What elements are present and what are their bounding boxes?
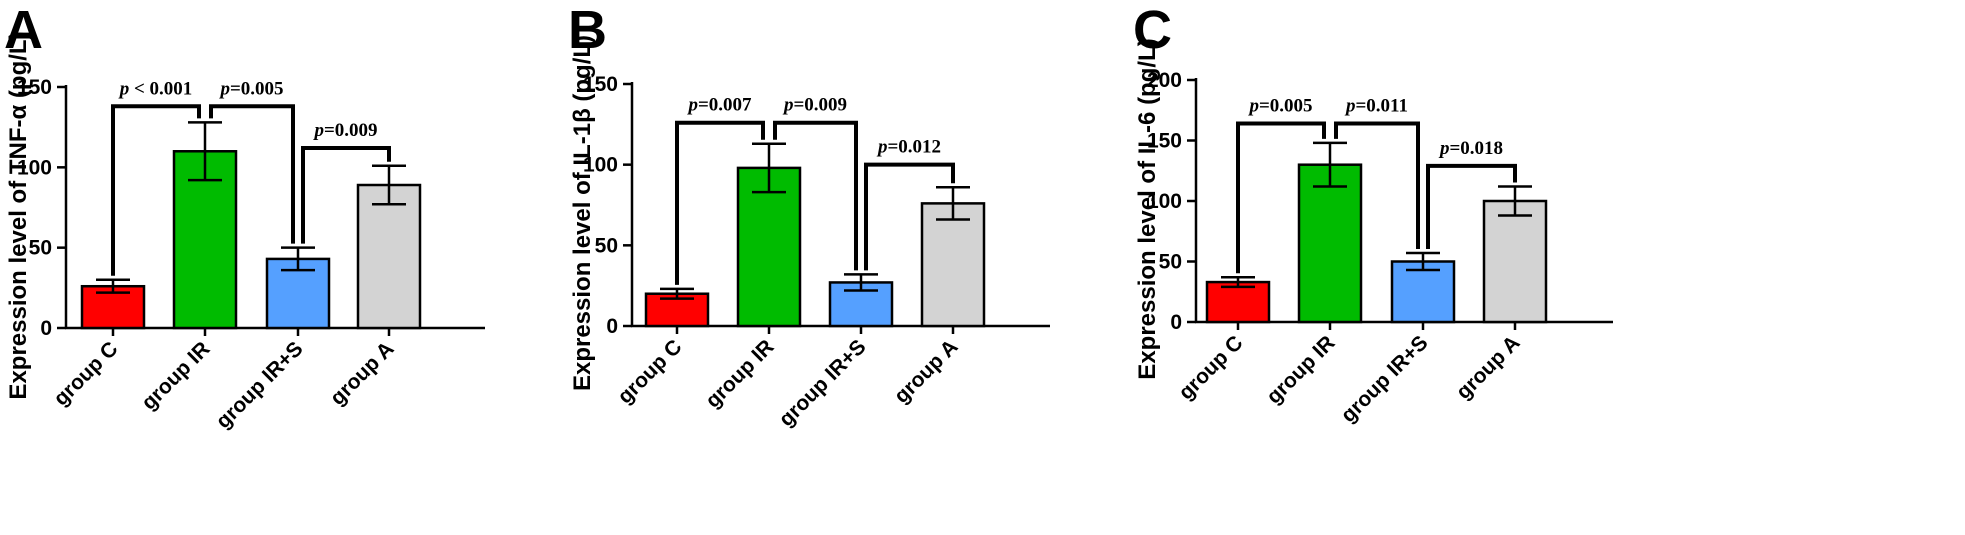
significance-bracket: p=0.011: [1334, 96, 1420, 250]
category-label: group IR+S: [775, 335, 871, 431]
significance-bracket: p=0.018: [1426, 138, 1517, 250]
p-value-label: p=0.011: [1344, 96, 1408, 117]
y-tick-label: 100: [1147, 190, 1182, 213]
y-tick-label: 200: [1147, 69, 1182, 92]
p-value-label: p=0.009: [782, 95, 847, 116]
y-axis-title: Expression level of IL-6 (pg/L): [1134, 38, 1161, 379]
category-label: group IR: [137, 337, 214, 414]
error-bar: [1313, 141, 1347, 188]
error-bar: [1221, 275, 1255, 289]
significance-bracket: p=0.007: [675, 95, 765, 285]
category-label: group A: [326, 337, 399, 410]
significance-bracket: p=0.005: [1236, 96, 1326, 274]
p-value-label: p=0.012: [876, 137, 941, 158]
y-tick-label: 150: [1147, 130, 1182, 153]
y-axis-title: Expression level of TNF-α (pg/L): [5, 31, 32, 399]
bar-group-a: [356, 183, 422, 330]
error-bar: [660, 287, 694, 300]
y-tick-label: 150: [583, 73, 618, 96]
category-label: group IR+S: [1337, 331, 1433, 427]
error-bar: [1498, 185, 1532, 217]
significance-bracket: p=0.009: [773, 95, 858, 271]
bar-group-a: [920, 202, 986, 328]
panel-letter: A: [4, 0, 43, 60]
significance-bracket: p=0.005: [209, 78, 295, 244]
p-value-label: p < 0.001: [118, 78, 193, 99]
y-tick-label: 50: [595, 234, 618, 257]
bar-group-ir: [1297, 163, 1363, 324]
category-label: group IR: [701, 335, 778, 412]
error-bar: [936, 186, 970, 221]
y-tick-label: 50: [1159, 251, 1182, 274]
p-value-label: p=0.018: [1438, 138, 1503, 159]
significance-bracket: p=0.009: [301, 120, 391, 244]
significance-bracket: p < 0.001: [111, 78, 201, 276]
p-value-label: p=0.005: [1247, 96, 1312, 117]
error-bar: [372, 164, 406, 206]
error-bar: [281, 246, 315, 272]
y-tick-label: 100: [583, 154, 618, 177]
y-tick-label: 100: [17, 156, 52, 179]
y-tick-label: 50: [29, 237, 52, 260]
y-tick-label: 0: [40, 317, 52, 340]
category-label: group A: [890, 335, 963, 408]
bar-group-a: [1482, 199, 1548, 324]
y-tick-label: 150: [17, 76, 52, 99]
panel-letter: C: [1133, 0, 1172, 60]
error-bar: [844, 273, 878, 292]
error-bar: [96, 278, 130, 294]
y-axis-title: Expression level of IL-1β (pg/L): [569, 35, 596, 391]
category-label: group C: [49, 337, 122, 410]
category-label: group IR+S: [212, 337, 308, 433]
p-value-label: p=0.007: [686, 95, 752, 116]
category-label: group C: [613, 335, 686, 408]
error-bar: [752, 142, 786, 194]
y-tick-label: 0: [606, 315, 618, 338]
category-label: group IR: [1262, 331, 1339, 408]
y-tick-label: 0: [1170, 311, 1182, 334]
panel-letter: B: [568, 0, 607, 60]
category-label: group A: [1452, 331, 1525, 404]
p-value-label: p=0.009: [312, 120, 377, 141]
p-value-label: p=0.005: [218, 78, 283, 99]
error-bar: [1406, 251, 1440, 272]
significance-bracket: p=0.012: [864, 137, 955, 271]
error-bar: [188, 121, 222, 182]
category-label: group C: [1174, 331, 1247, 404]
